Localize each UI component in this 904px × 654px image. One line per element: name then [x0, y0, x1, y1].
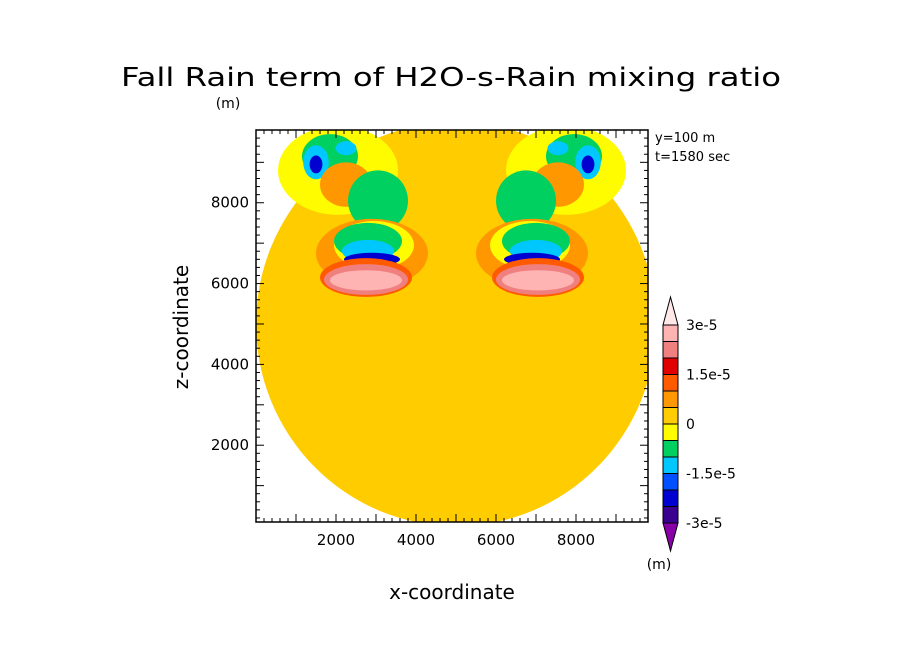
contour-region-5-mirror: [547, 141, 569, 156]
colorbar-box: [662, 489, 679, 507]
colorbar-box: [662, 324, 679, 342]
y-tick-label: 6000: [211, 275, 249, 293]
colorbar-label: 0: [686, 417, 695, 433]
x-axis: 2000 4000 6000 8000: [263, 130, 641, 549]
colorbar-min-arrow: [662, 522, 679, 553]
colorbar-box: [662, 423, 679, 441]
plot-frame: [255, 129, 649, 523]
y-tick-label: 4000: [211, 355, 249, 373]
annotation-t: t=1580 sec: [655, 150, 730, 165]
colorbar-label: 3e-5: [686, 318, 717, 334]
x-tick-label: 4000: [397, 531, 435, 549]
y-tick-label: 2000: [211, 436, 249, 454]
contour-region-5: [335, 141, 357, 156]
colorbar-label: -3e-5: [686, 516, 723, 532]
colorbar-units: (m): [647, 557, 672, 573]
contour-region-16: [336, 275, 396, 288]
colorbar-label: 1.5e-5: [686, 368, 731, 384]
colorbar-max-arrow: [662, 295, 679, 326]
colorbar: 3e-5 1.5e-5 0 -1.5e-5 -3e-5: [662, 295, 736, 553]
colorbar-box: [662, 374, 679, 392]
contour-region-4-mirror: [581, 155, 595, 174]
annotation-y: y=100 m: [655, 131, 715, 146]
contour-region-16-mirror: [508, 275, 568, 288]
title-units: (m): [216, 96, 241, 112]
chart-title: Fall Rain term of H2O-s-Rain mixing rati…: [121, 63, 781, 93]
plot-area: [256, 130, 648, 522]
contour-region-4: [309, 155, 323, 174]
y-axis-label: z-coordinate: [169, 265, 193, 389]
colorbar-box: [662, 440, 679, 458]
colorbar-box: [662, 506, 679, 524]
y-axis: 2000 4000 6000 8000: [211, 137, 648, 519]
colorbar-box: [662, 456, 679, 474]
x-axis-label: x-coordinate: [389, 580, 515, 604]
x-tick-label: 6000: [477, 531, 515, 549]
contour-region-7-mirror: [496, 170, 556, 231]
x-tick-label: 8000: [557, 531, 595, 549]
colorbar-box: [662, 407, 679, 425]
colorbar-label: -1.5e-5: [686, 467, 736, 483]
y-tick-label: 8000: [211, 194, 249, 212]
colorbar-box: [662, 357, 679, 375]
colorbar-box: [662, 341, 679, 359]
x-tick-label: 2000: [317, 531, 355, 549]
colorbar-box: [662, 390, 679, 408]
colorbar-box: [662, 473, 679, 491]
contour-region-7: [348, 170, 408, 231]
